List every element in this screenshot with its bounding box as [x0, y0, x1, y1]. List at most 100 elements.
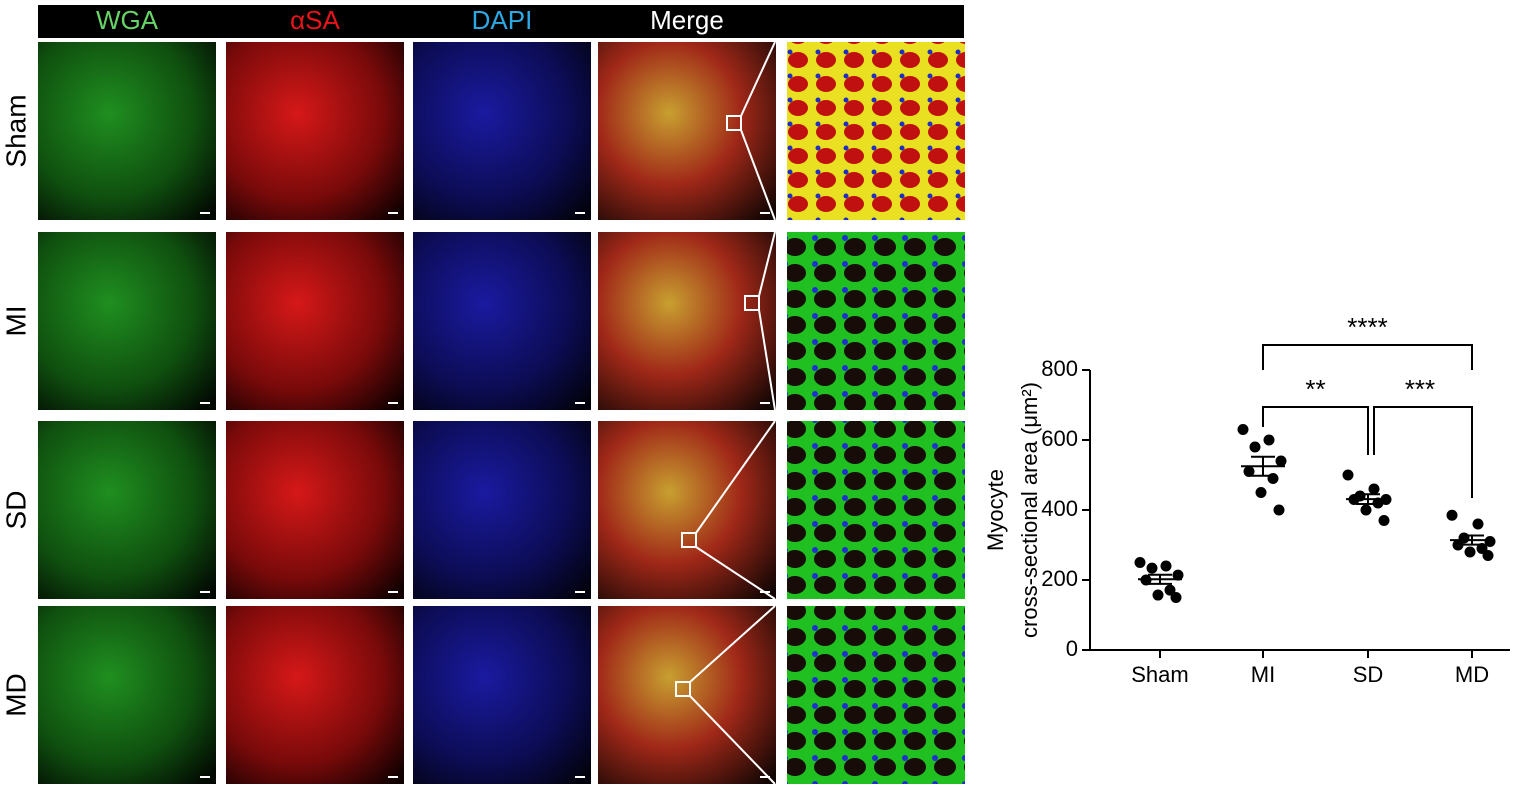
data-point [1170, 592, 1182, 603]
data-point [1275, 455, 1287, 467]
scale-bar [575, 591, 585, 593]
data-point [1273, 504, 1285, 516]
data-point [1243, 466, 1255, 477]
data-point [1146, 562, 1158, 574]
micrograph [38, 606, 216, 784]
scale-bar [575, 402, 585, 404]
data-point [1160, 560, 1172, 572]
error-bar [1356, 493, 1380, 506]
micrograph [598, 232, 776, 410]
micrograph [38, 42, 216, 220]
scale-bar [760, 776, 770, 778]
significance-bracket [1373, 406, 1473, 498]
scale-bar [388, 212, 398, 214]
zoom-micrograph [787, 421, 965, 599]
image-panels: WGA αSA DAPI Merge Sham MI SD MD [0, 5, 965, 785]
error-bar [1460, 534, 1484, 546]
data-point [1152, 589, 1164, 601]
scale-bar [388, 402, 398, 404]
scale-bar [200, 402, 210, 404]
micrograph [38, 421, 216, 599]
micrograph [226, 232, 404, 410]
data-point [1360, 504, 1372, 516]
zoom-line [689, 695, 776, 785]
error-bar [1148, 573, 1172, 585]
y-tick-label: 200 [1041, 566, 1078, 591]
zoom-micrograph [787, 606, 965, 784]
y-tick-label: 600 [1041, 426, 1078, 451]
data-point [1172, 569, 1184, 581]
significance-bracket [1262, 406, 1369, 455]
scale-bar [760, 402, 770, 404]
data-point [1255, 487, 1267, 498]
data-point [1249, 441, 1261, 453]
y-axis-label: cross-sectional area (μm²) [1017, 382, 1042, 638]
zoom-line [740, 129, 776, 221]
y-tick-label: 800 [1041, 356, 1078, 381]
micrograph [413, 606, 591, 784]
micrograph [413, 42, 591, 220]
data-point [1482, 550, 1494, 561]
micrograph [598, 42, 776, 220]
zoom-box [744, 295, 760, 311]
row-label: MD [0, 673, 31, 717]
zoom-line [758, 309, 776, 411]
micrograph [598, 421, 776, 599]
error-bar [1251, 455, 1275, 477]
data-point [1446, 509, 1458, 521]
column-header: αSA [290, 5, 340, 35]
y-tick-label: 400 [1041, 496, 1078, 521]
scale-bar [760, 212, 770, 214]
scale-bar [388, 591, 398, 593]
column-header: Merge [650, 5, 724, 35]
scale-bar [200, 212, 210, 214]
zoom-line [695, 420, 776, 534]
zoom-line [695, 546, 776, 600]
micrograph [413, 421, 591, 599]
zoom-box [726, 115, 742, 131]
data-point [1368, 483, 1380, 495]
zoom-micrograph [787, 232, 965, 410]
zoom-line [758, 231, 776, 297]
scale-bar [388, 776, 398, 778]
micrograph [413, 232, 591, 410]
x-tick-label: MD [1455, 662, 1489, 687]
zoom-line [740, 41, 776, 117]
y-axis-label: Myocyte [983, 469, 1008, 551]
row-label: MI [0, 305, 31, 336]
scale-bar [575, 212, 585, 214]
row-label: SD [0, 491, 31, 530]
scale-bar [575, 776, 585, 778]
data-point [1164, 584, 1176, 596]
zoom-line [689, 605, 776, 683]
scale-bar [200, 591, 210, 593]
data-point [1237, 424, 1249, 435]
zoom-box [681, 532, 697, 548]
data-point [1267, 473, 1279, 484]
zoom-box [675, 681, 691, 697]
data-point [1464, 546, 1476, 558]
micrograph [226, 42, 404, 220]
row-label: Sham [0, 94, 31, 167]
y-tick-label: 0 [1066, 636, 1078, 661]
x-tick-label: MI [1251, 662, 1275, 687]
significance-label: **** [1347, 312, 1387, 342]
x-tick-label: SD [1353, 662, 1384, 687]
zoom-micrograph [787, 42, 965, 220]
significance-bracket [1262, 344, 1473, 370]
micrograph [226, 421, 404, 599]
data-point [1342, 469, 1354, 481]
significance-label: *** [1405, 374, 1435, 404]
micrograph [226, 606, 404, 784]
data-point [1378, 515, 1390, 526]
data-point [1134, 557, 1146, 568]
column-header: DAPI [472, 5, 533, 35]
scale-bar [200, 776, 210, 778]
micrograph [38, 232, 216, 410]
column-header: WGA [96, 5, 159, 35]
significance-label: ** [1305, 374, 1325, 404]
x-tick-label: Sham [1131, 662, 1188, 687]
data-point [1372, 497, 1384, 509]
header-bar [38, 5, 964, 38]
